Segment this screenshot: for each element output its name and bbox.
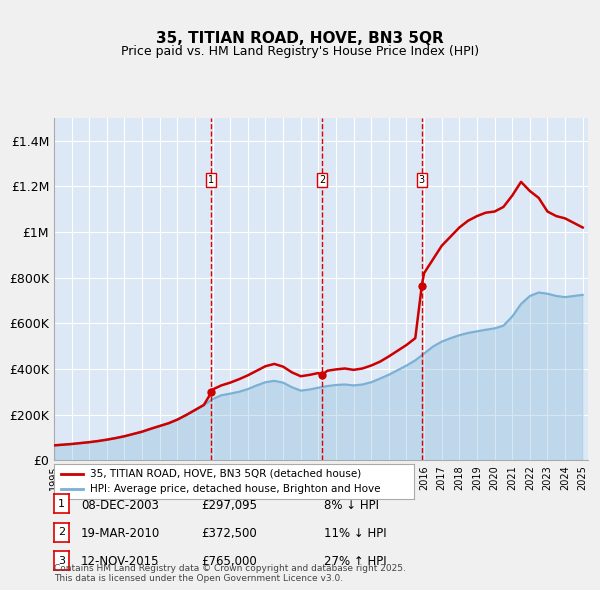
- Text: £765,000: £765,000: [201, 555, 257, 568]
- Text: 2: 2: [319, 175, 325, 185]
- Text: 27% ↑ HPI: 27% ↑ HPI: [324, 555, 386, 568]
- Text: 35, TITIAN ROAD, HOVE, BN3 5QR (detached house): 35, TITIAN ROAD, HOVE, BN3 5QR (detached…: [90, 469, 361, 479]
- Text: 35, TITIAN ROAD, HOVE, BN3 5QR: 35, TITIAN ROAD, HOVE, BN3 5QR: [156, 31, 444, 46]
- Text: Contains HM Land Registry data © Crown copyright and database right 2025.
This d: Contains HM Land Registry data © Crown c…: [54, 563, 406, 583]
- Text: 2: 2: [58, 527, 65, 537]
- Text: 3: 3: [419, 175, 425, 185]
- Text: 11% ↓ HPI: 11% ↓ HPI: [324, 527, 386, 540]
- Text: £372,500: £372,500: [201, 527, 257, 540]
- Text: Price paid vs. HM Land Registry's House Price Index (HPI): Price paid vs. HM Land Registry's House …: [121, 45, 479, 58]
- Text: £297,095: £297,095: [201, 499, 257, 512]
- Text: 8% ↓ HPI: 8% ↓ HPI: [324, 499, 379, 512]
- Text: 3: 3: [58, 556, 65, 565]
- Text: 08-DEC-2003: 08-DEC-2003: [81, 499, 159, 512]
- Text: 1: 1: [58, 499, 65, 509]
- Text: 12-NOV-2015: 12-NOV-2015: [81, 555, 160, 568]
- Text: 1: 1: [208, 175, 214, 185]
- Text: 19-MAR-2010: 19-MAR-2010: [81, 527, 160, 540]
- Text: HPI: Average price, detached house, Brighton and Hove: HPI: Average price, detached house, Brig…: [90, 484, 380, 494]
